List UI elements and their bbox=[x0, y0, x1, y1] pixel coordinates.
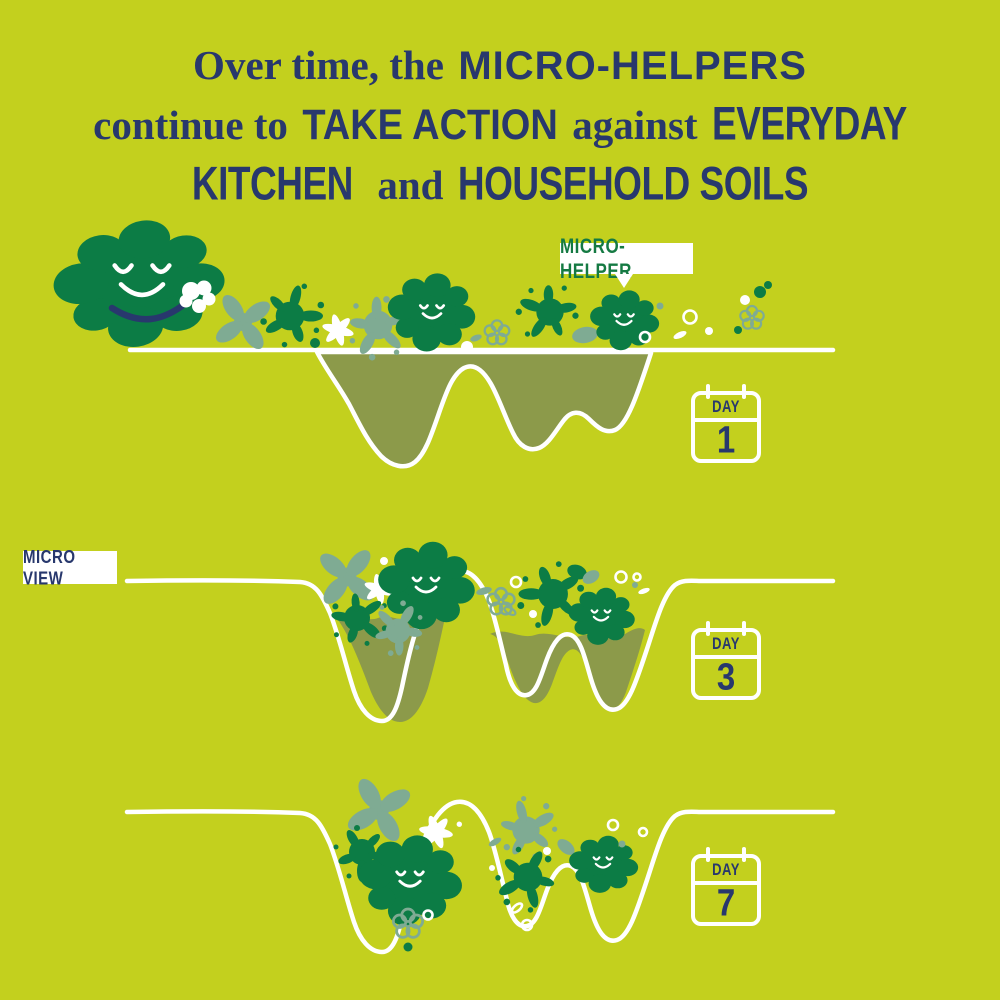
title-text: continue to bbox=[93, 102, 288, 148]
calendar-day-number: 3 bbox=[716, 654, 736, 698]
micro-view-label-text: MICRO VIEW bbox=[23, 546, 76, 589]
calendar-day-label: DAY bbox=[712, 634, 740, 653]
title-text-kitchen: KITCHEN bbox=[191, 157, 353, 210]
title-line-3: KITCHEN and HOUSEHOLD SOILS bbox=[0, 157, 1000, 220]
calendar-divider bbox=[695, 881, 757, 885]
day3-soil-fill-right bbox=[490, 628, 645, 710]
micro-helper-callout: MICRO-HELPER bbox=[560, 234, 693, 288]
calendar-day-number: 1 bbox=[716, 417, 736, 461]
character-arm bbox=[108, 299, 190, 323]
day3-scene bbox=[127, 541, 833, 722]
calendar-day-number: 7 bbox=[716, 880, 736, 924]
title-line-2: continue to TAKE ACTION against EVERYDAY bbox=[0, 97, 1000, 160]
scrub-puff-icon bbox=[179, 280, 216, 313]
day1-small-splats bbox=[210, 272, 772, 371]
calendar-tick bbox=[706, 621, 710, 636]
calendar-divider bbox=[695, 418, 757, 422]
title-text-everyday: EVERYDAY bbox=[712, 97, 907, 150]
micro-helper-callout-label: MICRO-HELPER bbox=[560, 233, 632, 283]
calendar-tick bbox=[742, 384, 746, 399]
day7-scene bbox=[127, 771, 833, 952]
day7-small-splats bbox=[333, 771, 649, 952]
calendar-tick bbox=[706, 384, 710, 399]
title-text: Over time, the bbox=[193, 42, 444, 88]
title-text-household-soils: HOUSEHOLD SOILS bbox=[457, 157, 809, 210]
title-line-1: Over time, the MICRO-HELPERS bbox=[0, 40, 1000, 100]
micro-helper-character-icon bbox=[46, 210, 233, 358]
callout-pointer-icon bbox=[615, 274, 633, 288]
title-text: against bbox=[572, 102, 698, 148]
day1-scene bbox=[46, 210, 836, 469]
day3-small-splats bbox=[314, 541, 650, 667]
calendar-icon-day-7: DAY 7 bbox=[691, 847, 761, 926]
calendar-day-label: DAY bbox=[712, 860, 740, 879]
calendar-day-label: DAY bbox=[712, 397, 740, 416]
title-text: and bbox=[377, 162, 444, 208]
calendar-icon-day-1: DAY 1 bbox=[691, 384, 761, 463]
calendar-icon-day-3: DAY 3 bbox=[691, 621, 761, 700]
title-text-take-action: TAKE ACTION bbox=[302, 102, 558, 150]
page-title: Over time, the MICRO-HELPERS continue to… bbox=[0, 40, 1000, 220]
calendar-tick bbox=[742, 847, 746, 862]
micro-view-label: MICRO VIEW bbox=[23, 546, 117, 589]
day1-soil-fill bbox=[314, 349, 654, 469]
calendar-tick bbox=[742, 621, 746, 636]
calendar-divider bbox=[695, 655, 757, 659]
calendar-tick bbox=[706, 847, 710, 862]
title-text-micro-helpers: MICRO-HELPERS bbox=[458, 44, 807, 88]
